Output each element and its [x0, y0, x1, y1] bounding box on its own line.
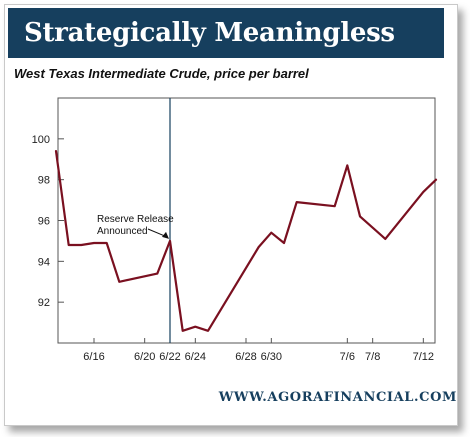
y-tick-label: 92 [38, 297, 50, 309]
y-tick-label: 98 [38, 175, 50, 187]
y-tick-label: 96 [38, 216, 50, 228]
annotation-label: Reserve Release [97, 214, 174, 225]
y-tick-label: 94 [38, 256, 50, 268]
footer-url: WWW.AGORAFINANCIAL.COM [218, 390, 457, 405]
x-tick-label: 6/24 [185, 351, 206, 363]
x-tick-label: 6/20 [134, 351, 155, 363]
x-tick-label: 6/30 [261, 351, 282, 363]
annotation-label: Announced [97, 226, 148, 237]
annotation-arrowhead [162, 231, 169, 239]
x-tick-label: 7/8 [365, 351, 380, 363]
x-tick-label: 6/22 [159, 351, 180, 363]
x-tick-label: 6/28 [235, 351, 256, 363]
x-tick-label: 7/12 [413, 351, 434, 363]
chart-title: Strategically Meaningless [8, 8, 444, 58]
x-tick-label: 6/16 [83, 351, 104, 363]
chart-subtitle: West Texas Intermediate Crude, price per… [14, 66, 309, 81]
y-tick-label: 100 [32, 134, 50, 146]
plot-area [57, 97, 436, 344]
price-series-line [54, 150, 438, 332]
x-tick-label: 7/6 [340, 351, 355, 363]
